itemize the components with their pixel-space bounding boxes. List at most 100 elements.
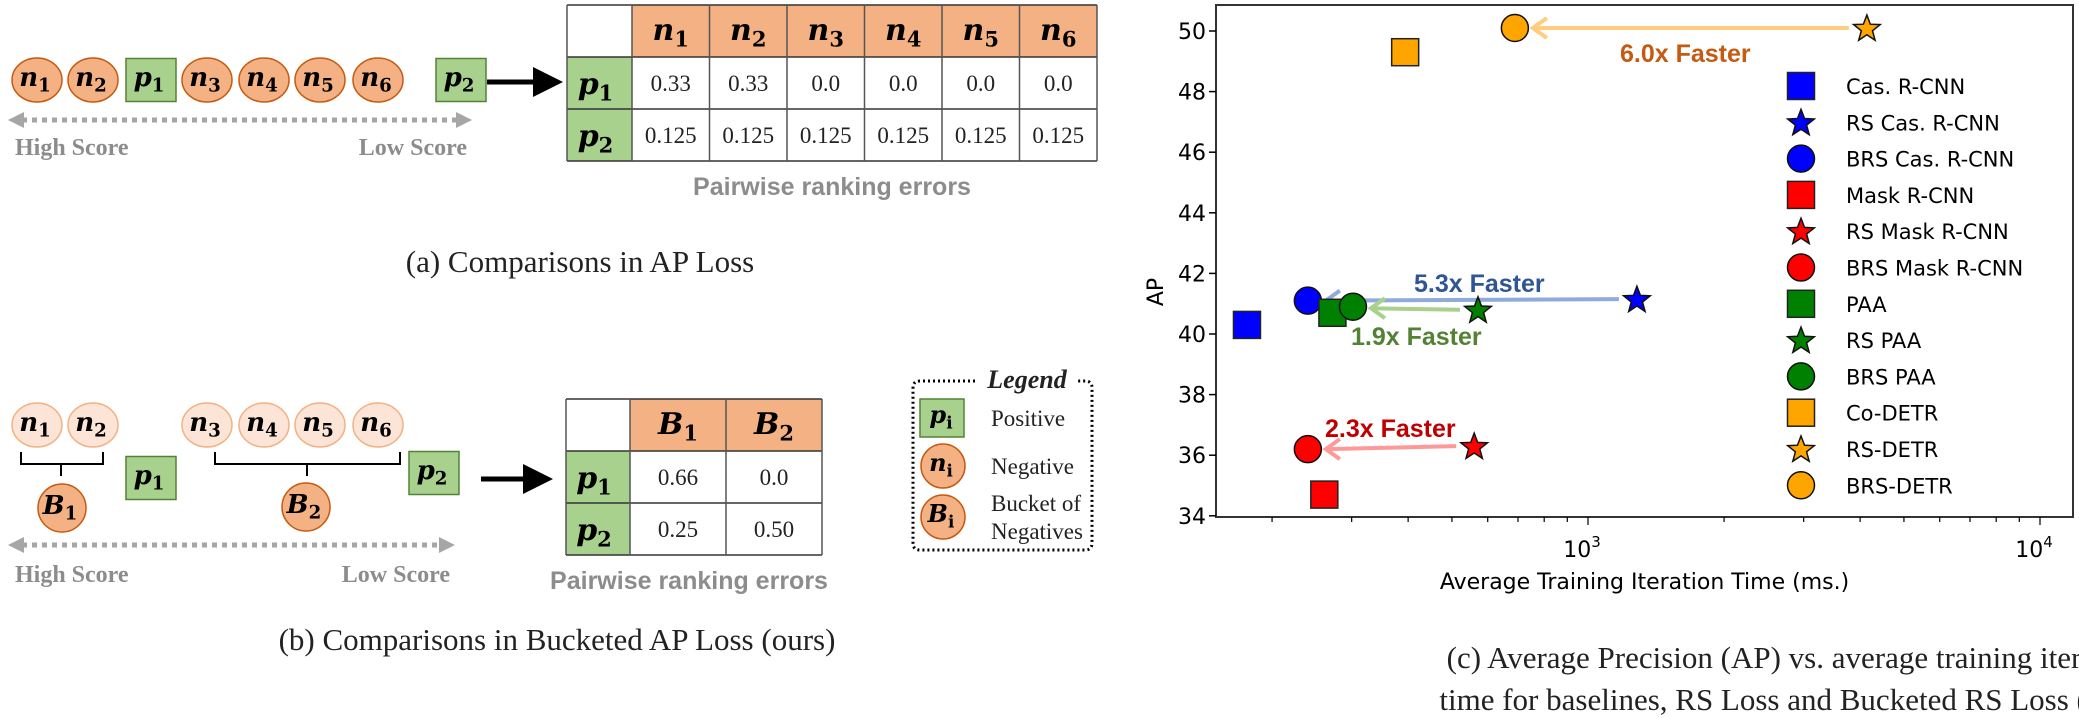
y-tick-label: 44: [1178, 202, 1206, 227]
symbol-base: p: [929, 400, 946, 429]
symbol-subscript: 2: [779, 421, 794, 446]
math-symbol: n2: [75, 63, 107, 97]
symbol-subscript: 2: [309, 503, 322, 524]
caption-c-line: time for baselines, RS Loss and Bucketed…: [1439, 682, 2079, 717]
table-cell: 0.0: [760, 465, 789, 490]
legend-border: [911, 379, 1094, 552]
symbol-subscript: i: [947, 460, 953, 480]
positive-square: [125, 455, 177, 501]
positive-sample-p2: p2: [408, 450, 460, 496]
legend-entry: BRS-DETR: [1786, 471, 1953, 500]
x-tick-label: 103: [1563, 533, 1601, 563]
math-symbol: n3: [189, 63, 221, 97]
symbol-subscript: 5: [321, 76, 334, 97]
symbol-subscript: 1: [152, 76, 165, 97]
math-symbol: n3: [189, 408, 221, 442]
column-header: n3: [808, 13, 844, 52]
speedup-label: 5.3x Faster: [1414, 270, 1545, 298]
negative-circle: [238, 402, 290, 448]
y-tick-label: 42: [1178, 262, 1206, 287]
math-symbol: p1: [134, 461, 165, 495]
math-symbol: n4: [246, 63, 278, 97]
symbol-base: n: [653, 13, 675, 48]
legend-entry: RS PAA: [1785, 324, 1922, 355]
speedup-annotation: 6.0x Faster: [1529, 16, 1849, 68]
legend-marker: [1785, 324, 1817, 355]
data-point-brs-detr: [1500, 13, 1530, 43]
symbol-base: p: [576, 513, 597, 548]
legend-marker: [1786, 289, 1816, 319]
speedup-label: 6.0x Faster: [1620, 40, 1751, 68]
positive-sample-p2: p2: [435, 57, 487, 103]
y-tick-label: 40: [1178, 323, 1206, 348]
symbol-base: B: [753, 407, 779, 442]
speedup-label: 2.3x Faster: [1325, 415, 1456, 443]
row-header: p1: [578, 67, 614, 106]
math-symbol: Bi: [927, 499, 955, 531]
symbol-subscript: 5: [321, 421, 334, 442]
negative-sample-n3: n3: [181, 402, 233, 448]
symbol-base: n: [963, 13, 985, 48]
table-cell: 0.33: [651, 71, 691, 96]
legend-label: Mask R-CNN: [1846, 184, 1974, 208]
math-symbol: n6: [360, 63, 392, 97]
y-tick-label: 48: [1178, 81, 1206, 106]
legend-item: ni Negative: [920, 443, 1074, 489]
legend-label: RS PAA: [1846, 329, 1922, 353]
legend-entry: BRS Cas. R-CNN: [1786, 144, 2014, 173]
legend-marker: [1786, 398, 1816, 427]
legend-item: pi Positive: [919, 398, 1065, 438]
negative-sample-n4: n4: [238, 57, 290, 103]
negative-circle: [181, 402, 233, 448]
math-symbol: n4: [246, 408, 278, 442]
legend-label: RS-DETR: [1846, 438, 1938, 462]
legend-label: Positive: [991, 406, 1065, 431]
symbol-base: n: [19, 63, 38, 93]
symbol-base: n: [929, 448, 946, 477]
negative-circle: [294, 402, 346, 448]
symbol-subscript: 3: [208, 76, 221, 97]
negative-sample-n1: n1: [11, 402, 63, 448]
symbol-base: n: [75, 63, 94, 93]
arrow-head-icon: [1322, 437, 1342, 461]
symbol-base: n: [302, 63, 321, 93]
legend-label: BRS Mask R-CNN: [1846, 257, 2023, 281]
arrow-right-icon: [456, 112, 472, 128]
negative-sample-n6: n6: [352, 402, 404, 448]
symbol-base: p: [578, 67, 599, 102]
column-header: n6: [1040, 13, 1076, 52]
legend-entry: RS Mask R-CNN: [1785, 216, 2009, 246]
negative-sample-n5: n5: [294, 402, 346, 448]
negative-sample-n1: n1: [11, 57, 63, 103]
legend-entry: Cas. R-CNN: [1786, 71, 1965, 101]
legend-label: Bucket of: [991, 491, 1081, 516]
symbol-base: B: [657, 407, 683, 442]
row-header: p2: [578, 119, 614, 158]
negative-circle: [67, 57, 119, 103]
table-cell: 0.0: [1044, 71, 1073, 96]
caption-a: (a) Comparisons in AP Loss: [406, 244, 754, 279]
legend-entry: Mask R-CNN: [1786, 180, 1974, 210]
symbol-base: n: [19, 408, 38, 438]
speedup-arrow: [1370, 306, 1461, 312]
plot-frame: [1215, 4, 2074, 518]
symbol-base: n: [360, 63, 379, 93]
symbol-subscript: 1: [683, 421, 698, 446]
legend-marker: [1786, 253, 1816, 282]
arrow-left-icon: [8, 537, 24, 553]
symbol-base: n: [730, 13, 752, 48]
symbol-base: n: [360, 408, 379, 438]
symbol-base: B: [927, 499, 948, 528]
math-symbol: n6: [360, 408, 392, 442]
table-cell: 0.0: [811, 71, 840, 96]
legend-label: Negatives: [991, 519, 1083, 544]
scatter-chart: 34 36 38 40 42 44 46 48 50 103 104 Average Training…: [1144, 4, 2074, 595]
symbol-base: n: [75, 408, 94, 438]
column-header: n4: [885, 13, 921, 52]
negative-sample-n4: n4: [238, 402, 290, 448]
symbol-subscript: 2: [752, 27, 767, 52]
legend-label: Co-DETR: [1846, 402, 1938, 426]
symbol-base: n: [189, 63, 208, 93]
arrow-head-icon: [1529, 16, 1549, 40]
